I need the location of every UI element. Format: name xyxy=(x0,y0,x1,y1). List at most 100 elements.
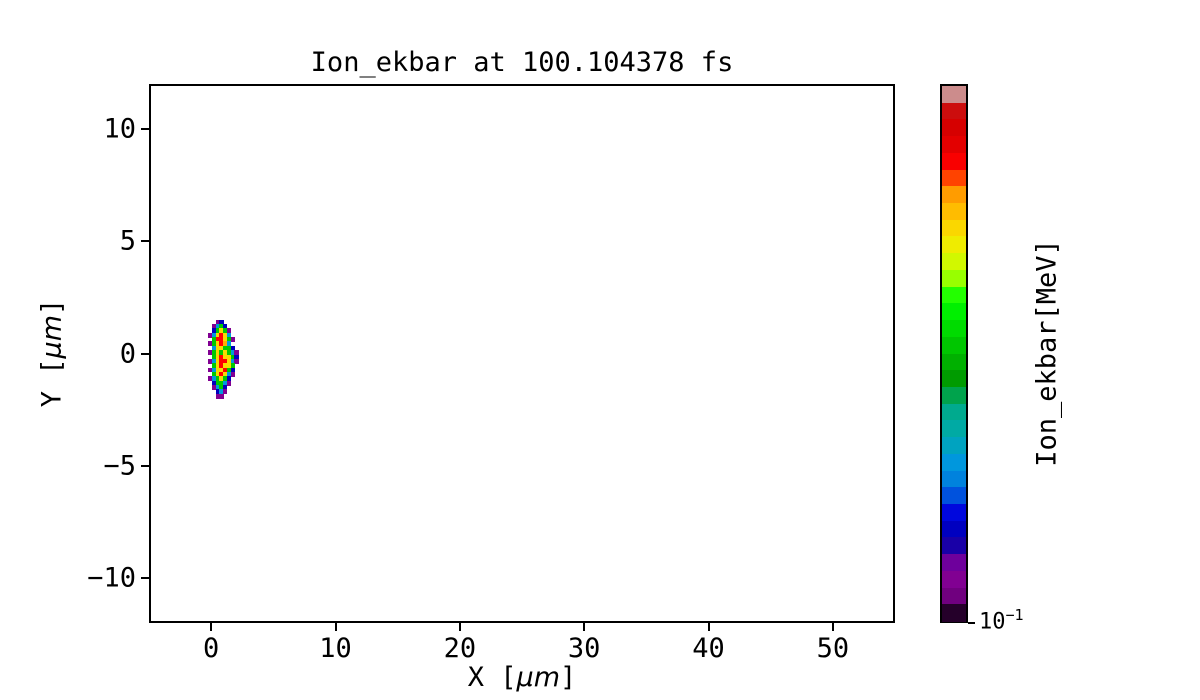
heatmap-cell xyxy=(223,350,228,355)
heatmap-cell xyxy=(223,385,228,390)
colorbar-tick-mark xyxy=(968,622,975,624)
colorbar-band xyxy=(942,336,966,355)
x-tick-label: 50 xyxy=(816,633,850,664)
heatmap-cell xyxy=(230,350,235,355)
colorbar-band xyxy=(942,119,966,137)
x-axis-label-post: ] xyxy=(560,662,577,693)
heatmap-cell xyxy=(215,363,220,369)
heatmap-cell xyxy=(215,345,220,351)
heatmap-cell xyxy=(223,380,228,386)
heatmap-cell xyxy=(230,337,235,342)
heatmap-cell xyxy=(219,371,224,377)
heatmap-cell xyxy=(219,385,224,390)
heatmap-cell xyxy=(219,358,224,364)
colorbar-band xyxy=(942,503,966,522)
x-axis-label-pre: X [ xyxy=(467,662,517,693)
heatmap-cell xyxy=(211,371,217,377)
heatmap-cell xyxy=(211,354,217,360)
heatmap-blob xyxy=(151,86,893,621)
colorbar-band xyxy=(942,470,966,488)
heatmap-cell xyxy=(219,367,224,373)
y-tick-mark xyxy=(141,464,149,467)
heatmap-cell xyxy=(211,358,217,364)
heatmap-cell xyxy=(219,341,224,347)
heatmap-cell xyxy=(211,323,217,329)
colorbar-band xyxy=(942,420,966,438)
heatmap-cell xyxy=(208,350,213,355)
heatmap-cell xyxy=(219,393,224,399)
x-tick-label: 40 xyxy=(692,633,725,664)
colorbar-band xyxy=(942,437,966,455)
heatmap-cell xyxy=(211,385,217,390)
heatmap-cell xyxy=(215,371,220,377)
heatmap-cell xyxy=(234,354,239,360)
heatmap-cell xyxy=(219,323,224,329)
heatmap-cell xyxy=(219,337,224,342)
heatmap-cell xyxy=(226,380,232,386)
heatmap-cell xyxy=(226,328,232,334)
heatmap-cell xyxy=(208,367,213,373)
y-axis-label-post: ] xyxy=(36,298,68,315)
y-tick-mark xyxy=(141,352,149,355)
colorbar-band xyxy=(942,453,966,472)
heatmap-cell xyxy=(223,345,228,351)
colorbar-band xyxy=(942,587,966,605)
heatmap-cell xyxy=(219,389,224,395)
heatmap-cell xyxy=(208,376,213,382)
heatmap-cell xyxy=(215,323,220,329)
heatmap-cell xyxy=(211,367,217,373)
y-tick-mark xyxy=(141,127,149,130)
colorbar-band xyxy=(942,219,966,238)
heatmap-cell xyxy=(219,319,224,325)
y-tick-label: −10 xyxy=(87,562,136,594)
heatmap-cell xyxy=(215,380,220,386)
y-tick-label: 0 xyxy=(119,338,136,369)
colorbar-band xyxy=(942,487,966,505)
heatmap-cell xyxy=(215,376,220,382)
y-tick-label: −5 xyxy=(103,450,136,482)
colorbar-band xyxy=(942,353,966,371)
colorbar-band xyxy=(942,86,966,104)
heatmap-cell xyxy=(223,337,228,342)
colorbar-band xyxy=(942,136,966,154)
heatmap-cell xyxy=(223,376,228,382)
heatmap-cell xyxy=(215,328,220,334)
heatmap-cell xyxy=(226,350,232,355)
heatmap-cell xyxy=(223,328,228,334)
heatmap-cell xyxy=(226,358,232,364)
heatmap-cell xyxy=(219,380,224,386)
heatmap-cell xyxy=(215,367,220,373)
heatmap-cell xyxy=(223,332,228,338)
plot-area xyxy=(149,84,895,623)
colorbar-band xyxy=(942,320,966,338)
heatmap-cell xyxy=(226,354,232,360)
x-axis-unit: μm xyxy=(516,662,560,693)
heatmap-cell xyxy=(230,358,235,364)
y-tick-mark xyxy=(141,240,149,243)
colorbar-band xyxy=(942,570,966,589)
x-tick-mark xyxy=(583,623,586,631)
heatmap-cell xyxy=(211,328,217,334)
colorbar xyxy=(940,84,968,623)
heatmap-cell xyxy=(215,332,220,338)
heatmap-cell xyxy=(234,358,239,364)
heatmap-cell xyxy=(215,341,220,347)
heatmap-cell xyxy=(211,341,217,347)
heatmap-cell xyxy=(219,332,224,338)
heatmap-cell xyxy=(211,376,217,382)
heatmap-cell xyxy=(208,332,213,338)
heatmap-cell xyxy=(219,345,224,351)
heatmap-cell xyxy=(223,323,228,329)
colorbar-band xyxy=(942,554,966,572)
heatmap-cell xyxy=(211,350,217,355)
x-tick-label: 30 xyxy=(567,633,601,664)
heatmap-cell xyxy=(223,358,228,364)
y-axis-label: Y [μm] xyxy=(37,299,68,408)
x-tick-mark xyxy=(831,623,834,631)
heatmap-cell xyxy=(223,389,228,395)
colorbar-band xyxy=(942,253,966,271)
x-axis-label: X [μm] xyxy=(468,662,577,693)
y-tick-label: 5 xyxy=(119,225,136,257)
heatmap-cell xyxy=(226,367,232,373)
heatmap-cell xyxy=(215,337,220,342)
